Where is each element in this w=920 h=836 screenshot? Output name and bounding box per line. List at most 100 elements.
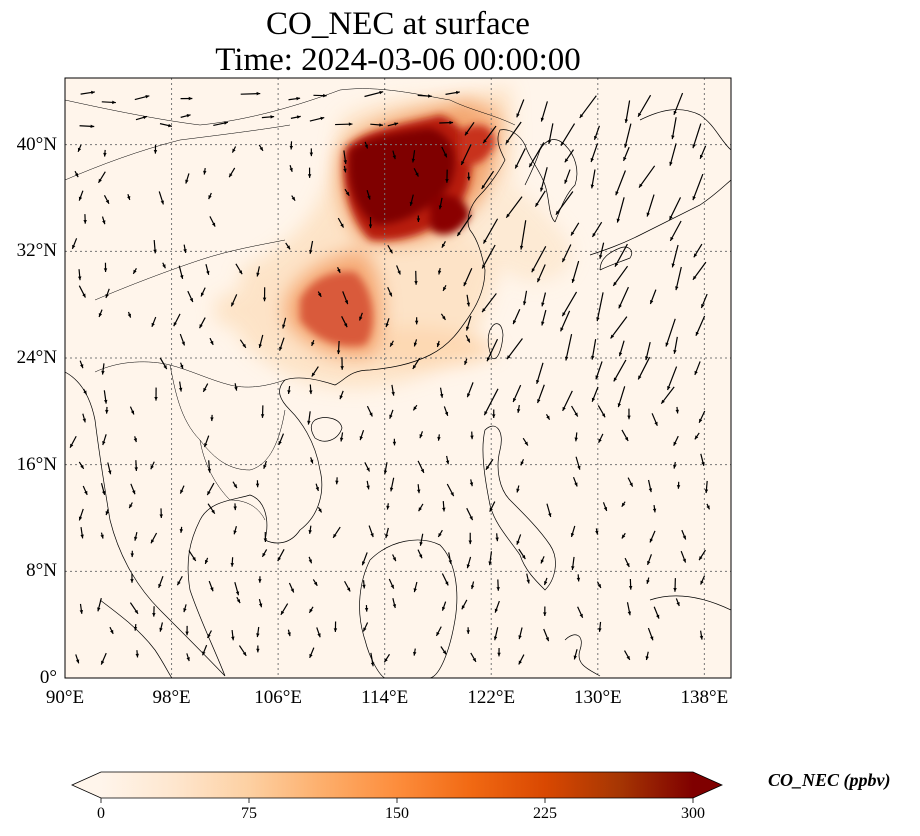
wind-arrow <box>97 597 102 612</box>
wind-arrow <box>208 580 214 592</box>
wind-arrow <box>231 630 235 641</box>
wind-arrow <box>416 215 421 223</box>
wind-arrow <box>522 437 529 446</box>
wind-arrow <box>579 95 597 119</box>
wind-arrow <box>497 647 501 657</box>
wind-arrow <box>343 150 347 164</box>
wind-arrow <box>647 479 653 493</box>
wind-arrow <box>440 313 446 321</box>
wind-arrow <box>359 430 365 441</box>
wind-arrow <box>438 197 443 210</box>
wind-arrow <box>519 220 527 250</box>
wind-arrow <box>287 385 291 394</box>
wind-arrow <box>210 414 214 422</box>
wind-arrow <box>695 315 706 337</box>
wind-arrow <box>564 169 571 184</box>
wind-arrow <box>79 124 95 129</box>
wind-arrow <box>540 101 548 122</box>
wind-arrow <box>288 582 295 593</box>
wind-arrow <box>574 432 578 442</box>
wind-arrow <box>646 554 652 566</box>
wind-arrow <box>540 556 545 564</box>
wind-arrow <box>638 165 656 188</box>
wind-arrow <box>100 532 104 539</box>
wind-arrow <box>101 216 106 225</box>
wind-arrow <box>307 167 312 178</box>
wind-arrow <box>413 339 418 347</box>
wind-arrow <box>133 436 138 443</box>
wind-arrow <box>309 647 315 659</box>
wind-arrow <box>358 312 363 321</box>
wind-arrow <box>102 434 107 446</box>
wind-arrow <box>618 340 625 357</box>
wind-arrow <box>344 188 350 197</box>
wind-arrow <box>289 164 293 172</box>
wind-arrow <box>626 602 632 616</box>
wind-arrow <box>387 286 393 297</box>
wind-arrow <box>337 217 345 228</box>
wind-arrow <box>665 318 676 347</box>
wind-arrow <box>564 333 573 361</box>
wind-arrow <box>79 603 84 614</box>
wind-arrow <box>77 269 82 281</box>
wind-arrow <box>493 627 499 641</box>
colorbar-label: CO_NEC (ppbv) <box>768 770 891 790</box>
wind-arrow <box>618 286 629 309</box>
wind-arrow <box>671 244 679 268</box>
wind-arrow <box>285 242 291 250</box>
wind-arrow <box>506 338 523 360</box>
wind-arrow <box>179 526 184 533</box>
wind-arrow <box>150 461 155 470</box>
wind-arrow <box>291 195 296 201</box>
wind-arrow <box>469 479 474 487</box>
wind-arrow <box>610 316 628 339</box>
wind-arrow <box>261 115 275 119</box>
wind-arrow <box>78 461 85 470</box>
wind-arrow <box>260 405 265 418</box>
wind-arrow <box>335 477 339 485</box>
wind-arrow <box>228 167 236 178</box>
wind-arrow <box>100 483 106 496</box>
wind-arrow <box>645 651 649 661</box>
wind-arrow <box>494 600 500 613</box>
wind-arrow <box>256 266 260 277</box>
wind-arrow <box>660 386 675 405</box>
wind-arrow <box>460 144 472 166</box>
wind-arrow <box>637 94 652 118</box>
wind-arrow <box>362 622 369 632</box>
lat-tick-label-0: 0° <box>39 667 57 688</box>
wind-arrow <box>598 433 604 444</box>
wind-arrow <box>673 92 684 116</box>
wind-arrow <box>495 533 499 542</box>
wind-arrow <box>370 652 375 667</box>
wind-arrow <box>202 383 209 393</box>
wind-arrow <box>590 169 596 189</box>
wind-arrow <box>699 145 707 160</box>
wind-arrow <box>488 551 493 566</box>
wind-arrow <box>673 461 677 469</box>
wind-arrow <box>135 115 148 121</box>
colorbar-tick-label-4: 300 <box>681 805 705 822</box>
wind-arrow <box>673 336 678 354</box>
wind-arrow <box>564 149 574 163</box>
wind-arrow <box>418 503 424 512</box>
wind-arrow <box>646 194 655 217</box>
wind-arrow <box>621 501 626 508</box>
wind-arrow <box>617 386 626 408</box>
lat-tick-label-4: 32°N <box>16 240 57 262</box>
wind-arrow <box>528 142 545 168</box>
wind-arrow <box>671 117 677 140</box>
wind-arrow <box>446 483 455 497</box>
wind-arrow <box>309 148 314 157</box>
wind-arrow <box>516 404 521 413</box>
wind-arrow <box>621 429 629 442</box>
wind-arrow <box>289 141 294 150</box>
wind-arrow <box>448 552 452 565</box>
wind-arrow <box>389 409 394 419</box>
wind-arrow <box>387 122 399 127</box>
wind-arrow <box>649 289 657 305</box>
wind-arrow <box>482 218 499 244</box>
wind-arrow <box>132 268 137 275</box>
wind-arrow <box>308 606 314 614</box>
map-gridlines <box>65 78 731 678</box>
